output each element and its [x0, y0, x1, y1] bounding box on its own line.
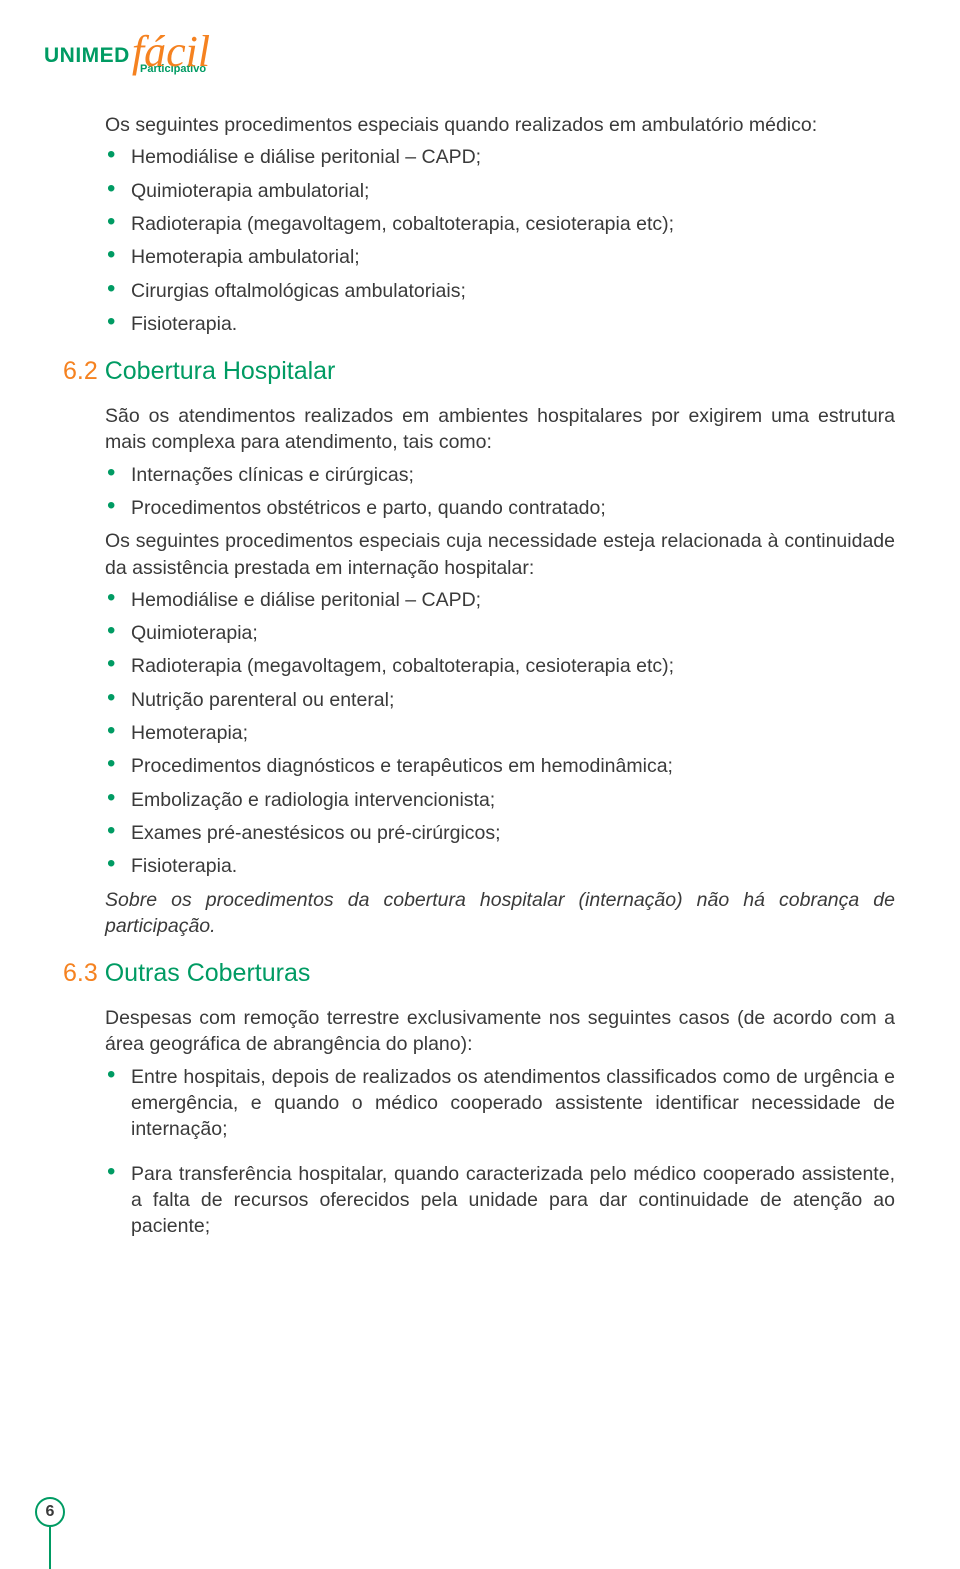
section-6-2-para1: São os atendimentos realizados em ambien… — [105, 403, 895, 456]
section-6-2-body: São os atendimentos realizados em ambien… — [105, 403, 895, 939]
page-number-badge: 6 — [35, 1497, 65, 1527]
list-item: Entre hospitais, depois de realizados os… — [105, 1064, 895, 1143]
list-item: Procedimentos diagnósticos e terapêutico… — [105, 753, 895, 779]
brand-logo: UNIMEDfácil Participativo — [44, 22, 210, 75]
list-item: Hemodiálise e diálise peritonial – CAPD; — [105, 144, 895, 170]
page-number: 6 — [46, 1503, 55, 1521]
section-6-3-heading: 6.3 Outras Coberturas — [63, 957, 895, 991]
list-item: Internações clínicas e cirúrgicas; — [105, 462, 895, 488]
list-item: Cirurgias oftalmológicas ambulatoriais; — [105, 278, 895, 304]
list-item: Hemoterapia; — [105, 720, 895, 746]
list-item: Embolização e radiologia intervencionist… — [105, 787, 895, 813]
section-6-2-heading: 6.2 Cobertura Hospitalar — [63, 355, 895, 389]
section-6-2-note: Sobre os procedimentos da cobertura hosp… — [105, 887, 895, 940]
section-6-3-bullets1: Entre hospitais, depois de realizados os… — [105, 1064, 895, 1240]
list-item: Radioterapia (megavoltagem, cobaltoterap… — [105, 653, 895, 679]
list-item: Fisioterapia. — [105, 311, 895, 337]
section-6-2-para2: Os seguintes procedimentos especiais cuj… — [105, 528, 895, 581]
list-item: Procedimentos obstétricos e parto, quand… — [105, 495, 895, 521]
intro-bullet-list: Hemodiálise e diálise peritonial – CAPD;… — [105, 144, 895, 337]
list-item: Radioterapia (megavoltagem, cobaltoterap… — [105, 211, 895, 237]
list-item: Exames pré-anestésicos ou pré-cirúrgicos… — [105, 820, 895, 846]
list-item: Hemoterapia ambulatorial; — [105, 244, 895, 270]
intro-paragraph: Os seguintes procedimentos especiais qua… — [105, 112, 895, 138]
logo-unimed-text: UNIMED — [44, 44, 130, 67]
section-6-2-bullets2: Hemodiálise e diálise peritonial – CAPD;… — [105, 587, 895, 880]
section-6-3-title: Outras Coberturas — [105, 959, 311, 987]
logo-facil-text: fácil — [132, 27, 210, 76]
list-item: Para transferência hospitalar, quando ca… — [105, 1161, 895, 1240]
section-6-2-bullets1: Internações clínicas e cirúrgicas; Proced… — [105, 462, 895, 522]
list-item: Hemodiálise e diálise peritonial – CAPD; — [105, 587, 895, 613]
section-6-2-number: 6.2 — [63, 357, 98, 385]
section-6-2-title: Cobertura Hospitalar — [105, 357, 336, 385]
section-6-3-body: Despesas com remoção terrestre exclusiva… — [105, 1005, 895, 1240]
page-number-connector — [49, 1527, 51, 1569]
section-6-3-para1: Despesas com remoção terrestre exclusiva… — [105, 1005, 895, 1058]
page-content: Os seguintes procedimentos especiais qua… — [105, 112, 895, 1258]
list-item: Nutrição parenteral ou enteral; — [105, 687, 895, 713]
list-item: Quimioterapia; — [105, 620, 895, 646]
list-item: Fisioterapia. — [105, 853, 895, 879]
list-item: Quimioterapia ambulatorial; — [105, 178, 895, 204]
section-6-3-number: 6.3 — [63, 959, 98, 987]
